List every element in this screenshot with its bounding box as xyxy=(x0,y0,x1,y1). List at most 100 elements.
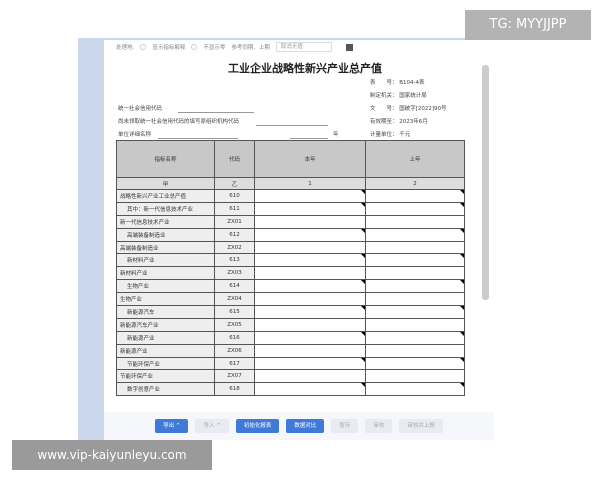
table-row: 高端装备制造业 612 xyxy=(116,227,465,242)
report-table: 指标名称 代码 本年 上年 甲 乙 1 2 战略性新兴产业工业总产值 610 其… xyxy=(116,140,465,397)
indicator-code: 617 xyxy=(214,356,255,371)
this-year-input[interactable] xyxy=(254,317,366,332)
last-year-input[interactable] xyxy=(365,214,465,229)
indicator-name: 节能环保产业 xyxy=(116,356,215,371)
this-year-input[interactable] xyxy=(254,227,366,242)
this-year-input[interactable] xyxy=(254,369,366,384)
last-year-input[interactable] xyxy=(365,266,465,281)
org-code-input[interactable] xyxy=(256,125,328,126)
action-button[interactable]: 数据对比 xyxy=(286,419,325,433)
year-label: 年 xyxy=(333,132,339,138)
ref-select[interactable]: 取消无值 xyxy=(275,42,332,52)
action-bar: 导出 ^ 导入 ^ 初始化报表 数据对比 暂存 审核 审核并上报 xyxy=(104,412,494,440)
indicator-code: 612 xyxy=(214,227,255,242)
last-year-input[interactable] xyxy=(365,330,465,345)
this-year-input[interactable] xyxy=(254,343,366,358)
action-button[interactable]: 导出 ^ xyxy=(155,419,189,433)
col-header-name: 指标名称 xyxy=(116,140,215,178)
table-row: 生物产业 614 xyxy=(116,279,465,294)
credit-code-label: 统一社会信用代码 xyxy=(118,106,163,112)
indicator-name: 节能环保产业 xyxy=(116,369,215,384)
org-code-label: 尚未领取统一社会信用代码的填写原组织机构代码 xyxy=(118,119,240,125)
sub-header: 甲 xyxy=(116,177,215,190)
last-year-input[interactable] xyxy=(365,369,465,384)
indicator-code: ZX06 xyxy=(214,343,255,358)
col-header-last-year: 上年 xyxy=(365,140,465,178)
indicator-code: ZX04 xyxy=(214,292,255,307)
sub-header: 2 xyxy=(365,177,465,190)
col-header-this-year: 本年 xyxy=(254,140,366,178)
last-year-input[interactable] xyxy=(365,279,465,294)
last-year-input[interactable] xyxy=(365,292,465,307)
table-row: 战略性新兴产业工业总产值 610 xyxy=(116,189,465,203)
meta-line: 制定机关： 国家统计局 xyxy=(370,93,427,99)
save-icon[interactable] xyxy=(345,43,353,51)
last-year-input[interactable] xyxy=(365,253,465,268)
last-year-input[interactable] xyxy=(365,227,465,242)
indicator-code: ZX02 xyxy=(214,240,255,255)
page-title: 工业企业战略性新兴产业总产值 xyxy=(228,62,382,75)
last-year-input[interactable] xyxy=(365,305,465,319)
last-year-input[interactable] xyxy=(365,356,465,371)
this-year-input[interactable] xyxy=(254,189,366,203)
table-row: 节能环保产业 ZX07 xyxy=(116,369,465,384)
this-year-input[interactable] xyxy=(254,201,366,216)
action-button[interactable]: 暂存 xyxy=(331,419,359,433)
indicator-name: 高端装备制造业 xyxy=(116,227,215,242)
table-row: 其中：新一代信息技术产业 611 xyxy=(116,201,465,216)
table-row: 新能源产业 ZX06 xyxy=(116,343,465,358)
indicator-name: 新一代信息技术产业 xyxy=(116,214,215,229)
hide-zero-radio[interactable] xyxy=(191,44,198,50)
indicator-code: ZX03 xyxy=(214,266,255,281)
table-row: 新一代信息技术产业 ZX01 xyxy=(116,214,465,229)
table-row: 新能源产业 616 xyxy=(116,330,465,345)
meta-line: 文 号： 国统字[2022]90号 xyxy=(370,106,447,112)
scrollbar[interactable] xyxy=(482,65,489,300)
indicator-name: 新材料产业 xyxy=(116,266,215,281)
indicator-code: 610 xyxy=(214,189,255,203)
last-year-input[interactable] xyxy=(365,189,465,203)
this-year-input[interactable] xyxy=(254,292,366,307)
show-explain-radio[interactable] xyxy=(140,44,147,50)
action-button[interactable]: 导入 ^ xyxy=(195,419,229,433)
this-year-input[interactable] xyxy=(254,330,366,345)
indicator-code: ZX07 xyxy=(214,369,255,384)
last-year-input[interactable] xyxy=(365,317,465,332)
indicator-name: 新能源产业 xyxy=(116,330,215,345)
year-input[interactable] xyxy=(290,138,328,139)
table-row: 新材料产业 613 xyxy=(116,253,465,268)
this-year-input[interactable] xyxy=(254,356,366,371)
this-year-input[interactable] xyxy=(254,240,366,255)
meta-line: 有效期至： 2023年6月 xyxy=(370,119,428,125)
indicator-name: 战略性新兴产业工业总产值 xyxy=(116,189,215,203)
last-year-input[interactable] xyxy=(365,382,465,397)
table-row: 高端装备制造业 ZX02 xyxy=(116,240,465,255)
action-button[interactable]: 审核 xyxy=(365,419,393,433)
this-year-input[interactable] xyxy=(254,305,366,319)
indicator-name: 生物产业 xyxy=(116,279,215,294)
this-year-input[interactable] xyxy=(254,279,366,294)
this-year-input[interactable] xyxy=(254,266,366,281)
indicator-code: ZX01 xyxy=(214,214,255,229)
table-row: 新能源汽车产业 ZX05 xyxy=(116,317,465,332)
credit-code-input[interactable] xyxy=(178,112,254,113)
hide-zero-label: 不显示零 xyxy=(203,45,226,51)
indicator-name: 新能源产业 xyxy=(116,343,215,358)
action-button[interactable]: 初始化报表 xyxy=(235,419,280,433)
indicator-code: 611 xyxy=(214,201,255,216)
indicator-name: 新材料产业 xyxy=(116,253,215,268)
show-explain-label: 显示指标解释 xyxy=(152,45,186,51)
last-year-input[interactable] xyxy=(365,201,465,216)
unit-name-input[interactable] xyxy=(158,138,238,139)
indicator-name: 生物产业 xyxy=(116,292,215,307)
last-year-input[interactable] xyxy=(365,343,465,358)
this-year-input[interactable] xyxy=(254,253,366,268)
action-button[interactable]: 审核并上报 xyxy=(399,419,443,433)
indicator-name: 其中：新一代信息技术产业 xyxy=(116,201,215,216)
sub-header: 1 xyxy=(254,177,366,190)
this-year-input[interactable] xyxy=(254,214,366,229)
toolbar: 处理地: 显示指标解释 不显示零 参考同期、上期 取消无值 xyxy=(116,41,353,53)
last-year-input[interactable] xyxy=(365,240,465,255)
table-row: 生物产业 ZX04 xyxy=(116,292,465,307)
this-year-input[interactable] xyxy=(254,382,366,397)
